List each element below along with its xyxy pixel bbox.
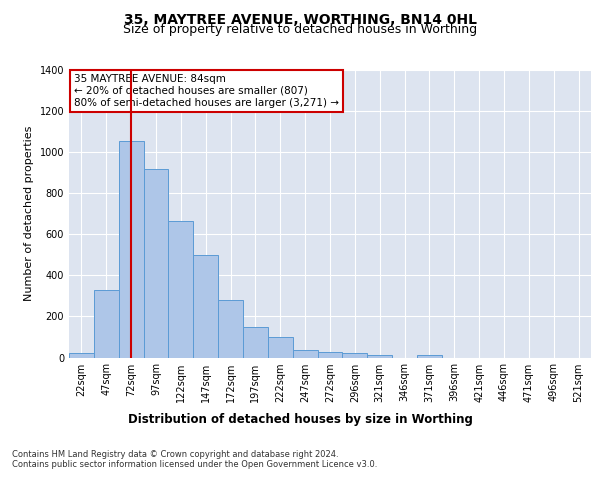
Text: Contains HM Land Registry data © Crown copyright and database right 2024.
Contai: Contains HM Land Registry data © Crown c… [12,450,377,469]
Bar [343,354,367,358]
Bar [293,350,317,358]
Bar [243,326,268,358]
Text: Size of property relative to detached houses in Worthing: Size of property relative to detached ho… [123,22,477,36]
Bar [193,255,218,358]
Bar [94,290,119,358]
Bar [169,221,193,358]
Text: 35, MAYTREE AVENUE, WORTHING, BN14 0HL: 35, MAYTREE AVENUE, WORTHING, BN14 0HL [124,12,476,26]
Bar [317,352,343,358]
Bar [69,354,94,358]
Y-axis label: Number of detached properties: Number of detached properties [24,126,34,302]
Text: Distribution of detached houses by size in Worthing: Distribution of detached houses by size … [128,412,472,426]
Bar [119,141,143,358]
Bar [268,337,293,357]
Bar [367,355,392,358]
Text: 35 MAYTREE AVENUE: 84sqm
← 20% of detached houses are smaller (807)
80% of semi-: 35 MAYTREE AVENUE: 84sqm ← 20% of detach… [74,74,339,108]
Bar [218,300,243,358]
Bar [417,355,442,358]
Bar [143,168,169,358]
